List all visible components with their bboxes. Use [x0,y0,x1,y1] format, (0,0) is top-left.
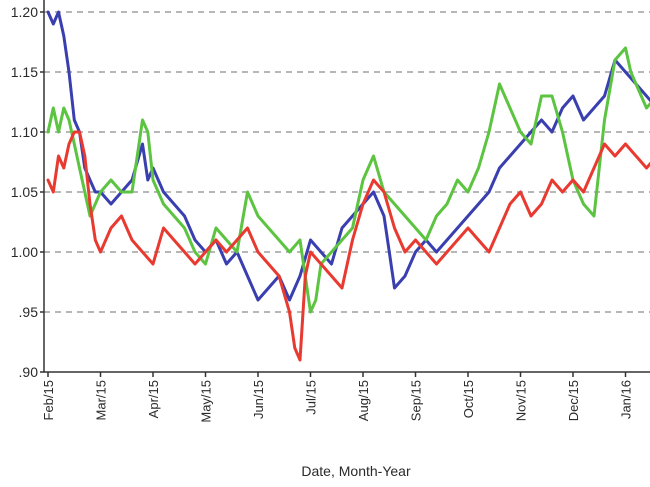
y-tick-label: 1.15 [11,64,38,80]
x-tick-label: Dec/15 [566,380,581,421]
x-tick-label: May/15 [199,380,214,423]
y-tick-label: 1.20 [11,4,38,20]
x-tick-label: Aug/15 [356,380,371,421]
x-tick-label: Jul/15 [304,380,319,415]
x-axis-ticks: Feb/15 Mar/15 Apr/15 May/15 Jun/15 Jul/15 Aug/… [41,372,634,423]
x-tick-label: Apr/15 [146,380,161,418]
series-line-blue-series [46,10,650,302]
y-tick-label: 1.00 [11,244,38,260]
x-tick-label: Feb/15 [41,380,56,420]
series-line-green-series [46,46,650,314]
series-line-red-series [46,130,650,362]
x-axis-title: Date, Month-Year [301,463,411,479]
x-tick-label: Mar/15 [94,380,109,420]
y-tick-label: 1.05 [11,184,38,200]
x-tick-label: Jan/16 [619,380,634,419]
x-tick-label: Oct/15 [461,380,476,418]
data-series [46,10,650,362]
y-tick-label: .95 [19,304,39,320]
y-axis-ticks: .90 .95 1.00 1.05 1.10 1.15 1.20 [11,4,44,380]
x-tick-label: Nov/15 [514,380,529,421]
y-tick-label: 1.10 [11,124,38,140]
y-tick-label: .90 [19,364,39,380]
x-tick-label: Sep/15 [409,380,424,421]
x-tick-label: Jun/15 [251,380,266,419]
gridlines [44,11,650,313]
chart-axes [43,0,650,373]
